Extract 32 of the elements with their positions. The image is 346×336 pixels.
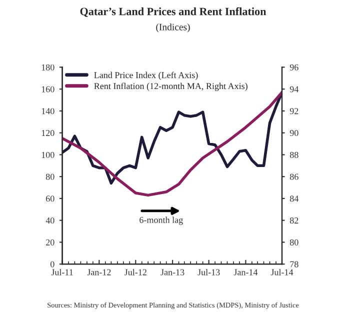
y-tick-label: 120 [42,130,54,136]
y-tick-label: 40 [46,217,54,224]
y2-tick-label: 86 [290,174,298,180]
x-tick-label: Jul-14 [270,268,294,276]
y2-tick-label: 96 [290,64,298,70]
y2-tick-label: 90 [290,130,298,136]
y2-tick-label: 88 [290,152,298,158]
legend-label: Land Price Index (Left Axis) [94,72,198,80]
y-tick-label: 20 [46,239,54,246]
y2-tick-label: 82 [290,217,298,224]
x-tick-label: Jul-13 [198,268,220,276]
chart-subtitle: (Indices) [156,23,190,32]
x-tick-label: Jan-13 [160,269,184,276]
y-tick-label: 140 [42,108,54,114]
y-tick-label: 80 [46,174,54,180]
y2-tick-label: 94 [290,86,299,92]
x-tick-label: Jan-14 [234,269,258,276]
y2-tick-label: 84 [290,196,299,202]
y-tick-label: 100 [42,152,54,158]
annotation: 6-month lag [140,216,183,225]
y-tick-label: 160 [42,86,54,92]
y2-tick-label: 78 [290,261,298,268]
legend-label: Rent Inflation (12-month MA, Right Axis) [94,82,248,92]
x-tick-label: Jul-11 [51,268,73,276]
y-tick-label: 180 [42,64,54,70]
y2-tick-label: 92 [290,108,298,114]
x-tick-label: Jan-12 [87,269,111,276]
y2-tick-label: 80 [290,239,298,246]
y-tick-label: 0 [50,261,54,268]
y-tick-label: 60 [46,196,54,202]
chart-title: Qatar’s Land Prices and Rent Inflation [80,7,266,17]
x-tick-label: Jul-12 [124,268,146,276]
